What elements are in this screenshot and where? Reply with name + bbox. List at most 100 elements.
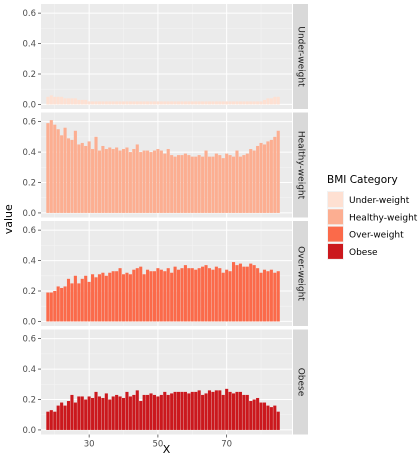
bar-over-weight-19 xyxy=(49,292,53,322)
bar-healthy-weight-18 xyxy=(46,123,50,213)
x-axis-title: X xyxy=(163,443,171,456)
bar-over-weight-64 xyxy=(204,265,208,322)
bar-obese-51 xyxy=(159,394,163,430)
bar-healthy-weight-50 xyxy=(156,149,160,213)
bar-under-weight-18 xyxy=(46,96,50,105)
bar-over-weight-84 xyxy=(273,272,277,322)
bar-healthy-weight-57 xyxy=(180,155,184,213)
y-axis-title: value xyxy=(2,204,15,234)
bar-over-weight-60 xyxy=(190,268,194,322)
facet-strip-label: Under-weight xyxy=(296,26,306,87)
bar-obese-67 xyxy=(214,390,218,430)
bar-under-weight-25 xyxy=(70,98,74,105)
bar-over-weight-32 xyxy=(94,277,98,322)
bar-over-weight-29 xyxy=(84,275,88,322)
bar-under-weight-52 xyxy=(163,101,167,105)
bar-obese-49 xyxy=(152,394,157,430)
bar-obese-47 xyxy=(146,394,150,430)
bar-healthy-weight-68 xyxy=(218,155,222,213)
bar-under-weight-77 xyxy=(249,101,253,105)
bar-healthy-weight-46 xyxy=(142,150,146,213)
bar-over-weight-59 xyxy=(187,268,191,322)
bar-obese-42 xyxy=(128,396,132,430)
bar-over-weight-76 xyxy=(245,266,249,322)
x-tick-label: 70 xyxy=(221,440,232,450)
bar-over-weight-37 xyxy=(111,271,115,322)
bar-under-weight-37 xyxy=(111,101,115,105)
panel-obese: 0.0 0.2 0.4 0.6 Obese xyxy=(22,329,308,436)
bar-under-weight-30 xyxy=(87,101,91,105)
bar-healthy-weight-20 xyxy=(53,124,57,213)
bar-over-weight-49 xyxy=(152,271,157,322)
bar-over-weight-47 xyxy=(146,269,150,322)
bar-under-weight-60 xyxy=(190,101,194,105)
bar-obese-23 xyxy=(63,405,67,430)
panel-background xyxy=(41,4,292,109)
bar-under-weight-47 xyxy=(146,101,150,105)
bar-over-weight-61 xyxy=(194,269,198,322)
bar-obese-69 xyxy=(221,394,225,430)
bar-under-weight-43 xyxy=(132,101,136,105)
bar-obese-46 xyxy=(142,394,146,430)
bar-under-weight-59 xyxy=(187,101,191,105)
facet-strip xyxy=(293,112,308,218)
bar-over-weight-68 xyxy=(218,268,222,322)
bar-healthy-weight-52 xyxy=(163,153,167,213)
bar-obese-73 xyxy=(235,391,239,430)
bar-under-weight-49 xyxy=(152,101,157,105)
bar-under-weight-45 xyxy=(139,101,143,105)
bar-under-weight-80 xyxy=(259,101,263,105)
y-tick-label: 0.0 xyxy=(22,426,36,436)
bar-under-weight-57 xyxy=(180,101,184,105)
bar-over-weight-22 xyxy=(60,287,64,322)
bar-healthy-weight-31 xyxy=(91,149,95,213)
bar-over-weight-54 xyxy=(170,272,174,322)
bar-under-weight-27 xyxy=(77,99,81,105)
bar-obese-28 xyxy=(80,396,84,430)
bar-under-weight-36 xyxy=(108,101,112,105)
bar-obese-79 xyxy=(256,397,260,430)
bar-healthy-weight-51 xyxy=(159,150,163,213)
bar-over-weight-40 xyxy=(121,274,126,322)
bar-under-weight-20 xyxy=(53,96,57,105)
bar-over-weight-62 xyxy=(197,268,201,322)
bar-under-weight-24 xyxy=(66,98,71,105)
bar-under-weight-53 xyxy=(166,101,170,105)
bar-over-weight-65 xyxy=(207,268,212,322)
bar-healthy-weight-24 xyxy=(66,138,71,213)
bar-over-weight-23 xyxy=(63,286,67,322)
bar-over-weight-72 xyxy=(232,262,236,322)
bar-obese-34 xyxy=(101,397,105,430)
bar-under-weight-26 xyxy=(73,98,77,105)
panel-over-weight: 0.0 0.2 0.4 0.6 Over-weight xyxy=(22,221,308,327)
bar-healthy-weight-55 xyxy=(173,156,177,213)
legend-key-obese xyxy=(328,243,343,259)
bar-healthy-weight-80 xyxy=(259,142,263,213)
bar-over-weight-24 xyxy=(66,278,71,322)
bar-healthy-weight-63 xyxy=(201,156,205,213)
bar-over-weight-56 xyxy=(176,269,181,322)
bar-under-weight-64 xyxy=(204,101,208,105)
y-tick-label: 0.6 xyxy=(22,335,36,345)
bar-healthy-weight-44 xyxy=(135,144,139,213)
bar-under-weight-48 xyxy=(149,101,153,105)
bar-over-weight-18 xyxy=(46,292,50,322)
bar-obese-56 xyxy=(176,391,181,430)
bar-under-weight-74 xyxy=(238,101,242,105)
bar-over-weight-28 xyxy=(80,278,84,322)
bar-healthy-weight-54 xyxy=(170,155,174,213)
bar-healthy-weight-25 xyxy=(70,139,74,213)
bar-under-weight-75 xyxy=(242,101,246,105)
legend-key-healthy-weight xyxy=(328,209,343,225)
bar-over-weight-43 xyxy=(132,269,136,322)
bar-under-weight-28 xyxy=(80,99,84,105)
bar-healthy-weight-34 xyxy=(101,145,105,213)
y-tick-label: 0.4 xyxy=(22,40,36,50)
bar-obese-82 xyxy=(266,405,270,430)
y-tick-label: 0.2 xyxy=(22,70,36,80)
x-tick-label: 50 xyxy=(152,440,163,450)
bar-healthy-weight-85 xyxy=(276,130,280,213)
bar-obese-66 xyxy=(211,391,215,430)
bar-healthy-weight-43 xyxy=(132,149,136,213)
bar-under-weight-79 xyxy=(256,101,260,105)
